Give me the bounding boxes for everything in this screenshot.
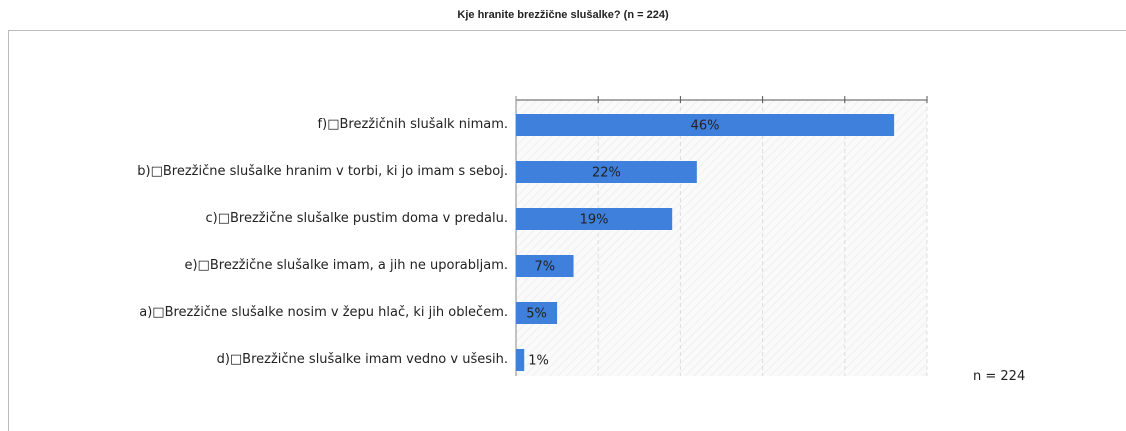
- plot: 46% 22% 19% 7% 5% 1%: [515, 96, 928, 376]
- sample-size-note: n = 224: [973, 369, 1026, 384]
- plot-background: [516, 100, 927, 376]
- category-label: f)□Brezžičnih slušalk nimam.: [317, 117, 508, 132]
- category-label: a)□Brezžične slušalke nosim v žepu hlač,…: [139, 305, 508, 320]
- category-label: e)□Brezžične slušalke imam, a jih ne upo…: [184, 258, 508, 273]
- bar: [516, 161, 697, 183]
- category-label: c)□Brezžične slušalke pustim doma v pred…: [205, 211, 509, 226]
- value-label: 7%: [534, 260, 555, 275]
- category-label: b)□Brezžične slušalke hranim v torbi, ki…: [137, 164, 508, 179]
- value-label: 19%: [580, 213, 609, 228]
- bar: [516, 255, 574, 277]
- bar: [516, 114, 895, 136]
- bar: [516, 349, 525, 371]
- value-label: 22%: [592, 166, 621, 181]
- page: Kje hranite brezžične slušalke? (n = 224…: [8, 9, 1126, 431]
- chart-frame: [8, 30, 1126, 431]
- value-label: 1%: [528, 354, 549, 369]
- bar: [516, 302, 558, 324]
- chart-title: Kje hranite brezžične slušalke? (n = 224…: [457, 9, 669, 21]
- bar: [516, 208, 673, 230]
- category-label: d)□Brezžične slušalke imam vedno v ušesi…: [216, 352, 508, 367]
- value-label: 5%: [526, 307, 547, 322]
- value-label: 46%: [691, 119, 720, 134]
